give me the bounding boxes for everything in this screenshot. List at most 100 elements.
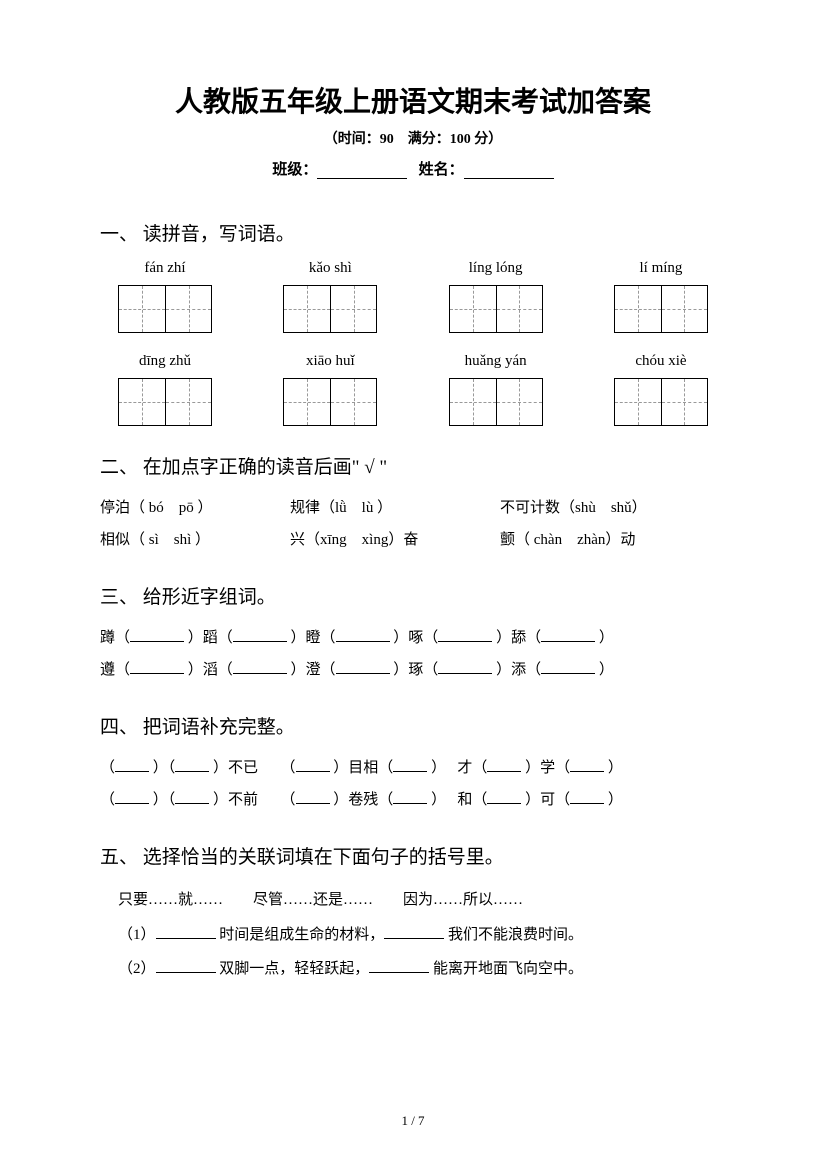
blank[interactable] <box>233 628 287 642</box>
q2-line1: 停泊（ bó pō ） 规律（lǜ lù ） 不可计数（shù shǔ） <box>100 493 726 525</box>
q5-q2: （2） 双脚一点，轻轻跃起， 能离开地面飞向空中。 <box>100 952 726 987</box>
pinyin-item: kǎo shì <box>265 260 395 333</box>
blank[interactable] <box>336 628 390 642</box>
q3-line2: 遵（ ）滔（ ）澄（ ）琢（ ）添（ ） <box>100 655 726 687</box>
txt: 蹲（ <box>100 630 130 646</box>
q2-item: 规律（lǜ lù ） <box>290 493 500 525</box>
blank[interactable] <box>438 628 492 642</box>
blank[interactable] <box>130 628 184 642</box>
txt: ）不前 （ <box>213 792 296 808</box>
char-grid[interactable] <box>283 285 377 333</box>
txt: 时间是组成生命的材料， <box>219 927 384 943</box>
blank[interactable] <box>296 758 330 772</box>
txt: （ <box>100 760 115 776</box>
txt: 我们不能浪费时间。 <box>448 927 583 943</box>
class-blank[interactable] <box>317 163 407 179</box>
page-title: 人教版五年级上册语文期末考试加答案 <box>100 80 726 120</box>
blank[interactable] <box>541 628 595 642</box>
txt: ） 才（ <box>431 760 487 776</box>
txt: ） <box>608 760 623 776</box>
q2-item: 兴（xīng xìng）奋 <box>290 525 500 557</box>
pinyin-row-2: dīng zhǔ xiāo huǐ huǎng yán chóu xiè <box>100 353 726 426</box>
pinyin-text: kǎo shì <box>309 260 352 277</box>
txt: 双脚一点，轻轻跃起， <box>219 961 369 977</box>
txt: ）琢（ <box>393 662 438 678</box>
blank[interactable] <box>115 790 149 804</box>
char-grid[interactable] <box>118 285 212 333</box>
pinyin-text: huǎng yán <box>465 353 527 370</box>
blank[interactable] <box>570 790 604 804</box>
name-blank[interactable] <box>464 163 554 179</box>
q3-line1: 蹲（ ）蹈（ ）瞪（ ）啄（ ）舔（ ） <box>100 623 726 655</box>
txt: ）（ <box>153 792 176 808</box>
pinyin-item: fán zhí <box>100 260 230 333</box>
q4-line1: （ ）（ ）不已 （ ）目相（ ） 才（ ）学（ ） <box>100 753 726 785</box>
txt: ）目相（ <box>333 760 393 776</box>
blank[interactable] <box>175 758 209 772</box>
blank[interactable] <box>570 758 604 772</box>
blank[interactable] <box>393 790 427 804</box>
blank[interactable] <box>156 959 216 973</box>
blank[interactable] <box>115 758 149 772</box>
blank[interactable] <box>384 925 444 939</box>
blank[interactable] <box>541 660 595 674</box>
blank[interactable] <box>487 758 521 772</box>
blank[interactable] <box>438 660 492 674</box>
txt: ）瞪（ <box>291 630 336 646</box>
blank[interactable] <box>393 758 427 772</box>
q4-line2: （ ）（ ）不前 （ ）卷残（ ） 和（ ）可（ ） <box>100 785 726 817</box>
blank[interactable] <box>130 660 184 674</box>
name-label: 姓名： <box>419 162 464 178</box>
blank[interactable] <box>233 660 287 674</box>
q2-item: 停泊（ bó pō ） <box>100 493 290 525</box>
char-grid[interactable] <box>614 378 708 426</box>
txt: 能离开地面飞向空中。 <box>433 961 583 977</box>
pinyin-text: xiāo huǐ <box>306 353 355 370</box>
blank[interactable] <box>487 790 521 804</box>
char-grid[interactable] <box>283 378 377 426</box>
txt: ）学（ <box>525 760 570 776</box>
txt: 遵（ <box>100 662 130 678</box>
txt: ）（ <box>153 760 176 776</box>
txt: ）蹈（ <box>188 630 233 646</box>
section-1-heading: 一、 读拼音，写词语。 <box>100 219 726 246</box>
txt: ）澄（ <box>291 662 336 678</box>
pinyin-item: dīng zhǔ <box>100 353 230 426</box>
txt: ）舔（ <box>496 630 541 646</box>
char-grid[interactable] <box>614 285 708 333</box>
blank[interactable] <box>175 790 209 804</box>
q2-item: 颤（ chàn zhàn）动 <box>500 525 635 557</box>
section-3-heading: 三、 给形近字组词。 <box>100 582 726 609</box>
blank[interactable] <box>336 660 390 674</box>
txt: （2） <box>118 961 156 977</box>
q5-q1: （1） 时间是组成生命的材料， 我们不能浪费时间。 <box>100 918 726 953</box>
txt: ）不已 （ <box>213 760 296 776</box>
info-line: 班级： 姓名： <box>100 158 726 179</box>
char-grid[interactable] <box>449 285 543 333</box>
q5-options: 只要……就…… 尽管……还是…… 因为……所以…… <box>100 883 726 918</box>
pinyin-text: líng lóng <box>469 260 523 277</box>
pinyin-item: xiāo huǐ <box>265 353 395 426</box>
blank[interactable] <box>369 959 429 973</box>
txt: （1） <box>118 927 156 943</box>
txt: ）添（ <box>496 662 541 678</box>
blank[interactable] <box>296 790 330 804</box>
pinyin-item: líng lóng <box>431 260 561 333</box>
txt: ） <box>599 662 614 678</box>
section-5-heading: 五、 选择恰当的关联词填在下面句子的括号里。 <box>100 842 726 869</box>
txt: ） <box>608 792 623 808</box>
section-4-heading: 四、 把词语补充完整。 <box>100 712 726 739</box>
txt: ） <box>599 630 614 646</box>
q2-item: 不可计数（shù shǔ） <box>500 493 647 525</box>
class-label: 班级： <box>272 162 317 178</box>
page-number: 1 / 7 <box>0 1113 826 1129</box>
txt: ）卷残（ <box>333 792 393 808</box>
pinyin-text: lí míng <box>640 260 683 277</box>
blank[interactable] <box>156 925 216 939</box>
txt: ）滔（ <box>188 662 233 678</box>
char-grid[interactable] <box>118 378 212 426</box>
txt: ）啄（ <box>393 630 438 646</box>
subtitle: （时间：90 满分：100 分） <box>100 128 726 148</box>
char-grid[interactable] <box>449 378 543 426</box>
section-2-heading: 二、 在加点字正确的读音后画" √ " <box>100 452 726 479</box>
